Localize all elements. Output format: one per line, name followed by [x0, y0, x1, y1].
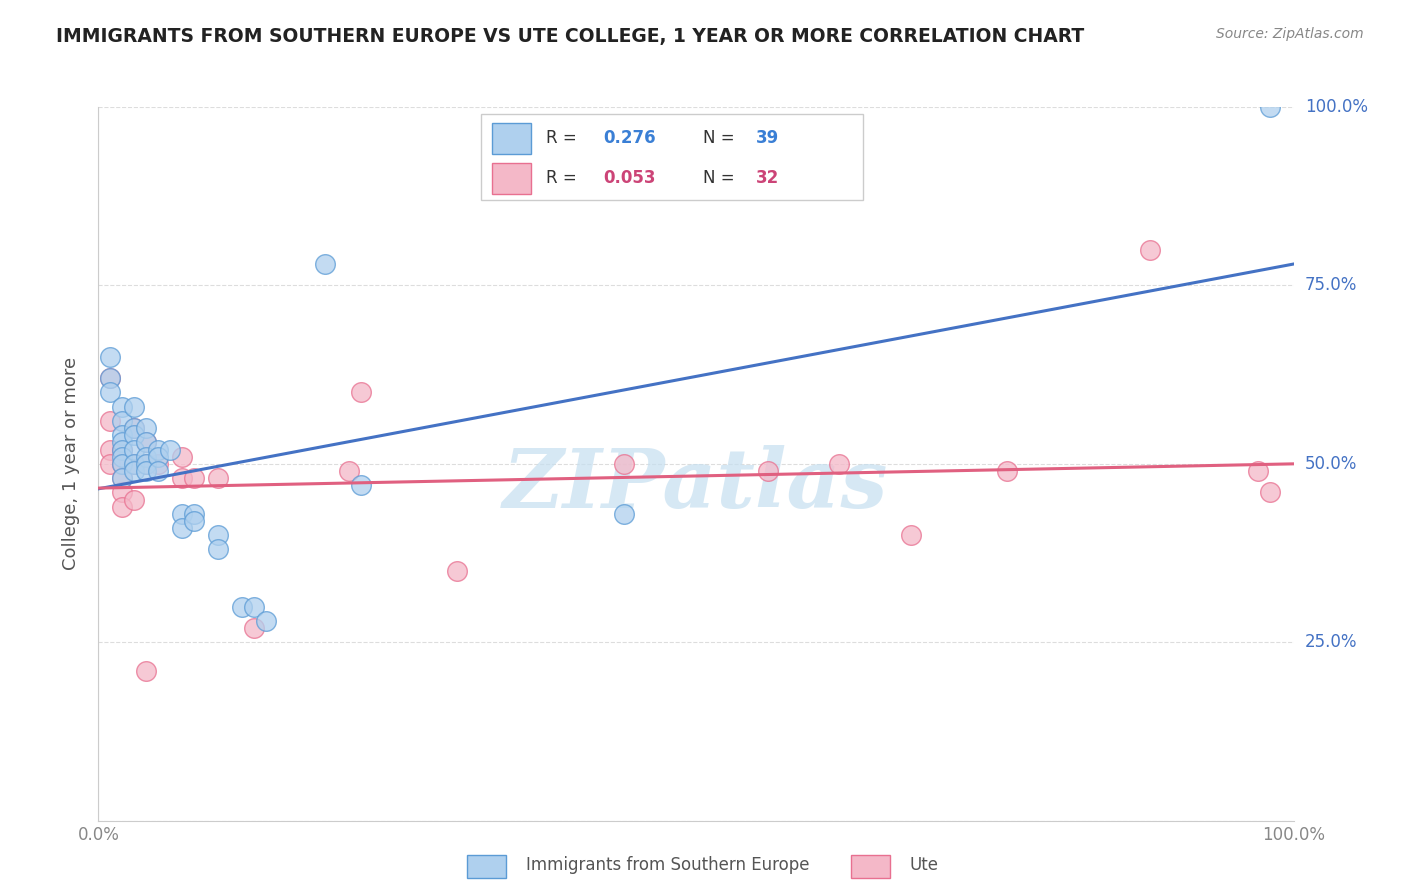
Point	[135, 457, 157, 471]
Text: Ute: Ute	[910, 856, 939, 874]
Point	[135, 435, 157, 450]
Point	[124, 421, 146, 435]
Point	[183, 514, 205, 528]
Point	[172, 521, 194, 535]
Point	[124, 442, 146, 457]
Point	[1246, 464, 1268, 478]
Point	[183, 471, 205, 485]
Point	[124, 464, 146, 478]
Point	[111, 500, 134, 514]
Point	[124, 421, 146, 435]
Point	[172, 450, 194, 464]
Point	[124, 457, 146, 471]
Point	[111, 457, 134, 471]
Point	[350, 478, 373, 492]
Point	[207, 471, 229, 485]
Point	[98, 371, 122, 385]
Point	[111, 428, 134, 442]
Point	[124, 428, 146, 442]
Text: 50.0%: 50.0%	[1305, 455, 1357, 473]
Point	[172, 471, 194, 485]
Point	[1258, 485, 1281, 500]
Text: ZIPatlas: ZIPatlas	[503, 445, 889, 525]
Point	[135, 664, 157, 678]
Text: Immigrants from Southern Europe: Immigrants from Southern Europe	[526, 856, 810, 874]
Point	[159, 442, 181, 457]
Point	[111, 400, 134, 414]
Point	[135, 421, 157, 435]
Point	[148, 464, 170, 478]
Point	[207, 528, 229, 542]
Point	[98, 385, 122, 400]
Point	[111, 485, 134, 500]
Y-axis label: College, 1 year or more: College, 1 year or more	[62, 358, 80, 570]
Point	[900, 528, 922, 542]
Point	[1258, 100, 1281, 114]
Text: 100.0%: 100.0%	[1305, 98, 1368, 116]
Point	[98, 442, 122, 457]
Point	[98, 457, 122, 471]
Point	[183, 507, 205, 521]
Point	[98, 371, 122, 385]
Point	[995, 464, 1018, 478]
Text: 75.0%: 75.0%	[1305, 277, 1357, 294]
Point	[111, 435, 134, 450]
Point	[337, 464, 360, 478]
Point	[350, 385, 373, 400]
Point	[613, 507, 636, 521]
Text: IMMIGRANTS FROM SOUTHERN EUROPE VS UTE COLLEGE, 1 YEAR OR MORE CORRELATION CHART: IMMIGRANTS FROM SOUTHERN EUROPE VS UTE C…	[56, 27, 1084, 45]
Point	[613, 457, 636, 471]
Point	[111, 457, 134, 471]
Point	[111, 414, 134, 428]
Point	[135, 457, 157, 471]
Point	[254, 614, 277, 628]
Point	[111, 442, 134, 457]
Point	[1139, 243, 1161, 257]
Point	[98, 350, 122, 364]
Point	[148, 450, 170, 464]
Point	[135, 464, 157, 478]
Point	[148, 442, 170, 457]
Point	[111, 471, 134, 485]
Point	[124, 492, 146, 507]
Point	[148, 457, 170, 471]
Point	[111, 471, 134, 485]
Point	[828, 457, 851, 471]
Text: Source: ZipAtlas.com: Source: ZipAtlas.com	[1216, 27, 1364, 41]
Point	[315, 257, 337, 271]
FancyBboxPatch shape	[851, 855, 890, 878]
Point	[207, 542, 229, 557]
Point	[124, 400, 146, 414]
Point	[111, 442, 134, 457]
Point	[172, 507, 194, 521]
Point	[135, 435, 157, 450]
Text: 25.0%: 25.0%	[1305, 633, 1357, 651]
FancyBboxPatch shape	[467, 855, 506, 878]
Point	[243, 599, 266, 614]
Point	[98, 414, 122, 428]
Point	[135, 450, 157, 464]
Point	[231, 599, 253, 614]
Point	[756, 464, 779, 478]
Point	[124, 457, 146, 471]
Point	[111, 450, 134, 464]
Point	[243, 621, 266, 635]
Point	[446, 564, 468, 578]
